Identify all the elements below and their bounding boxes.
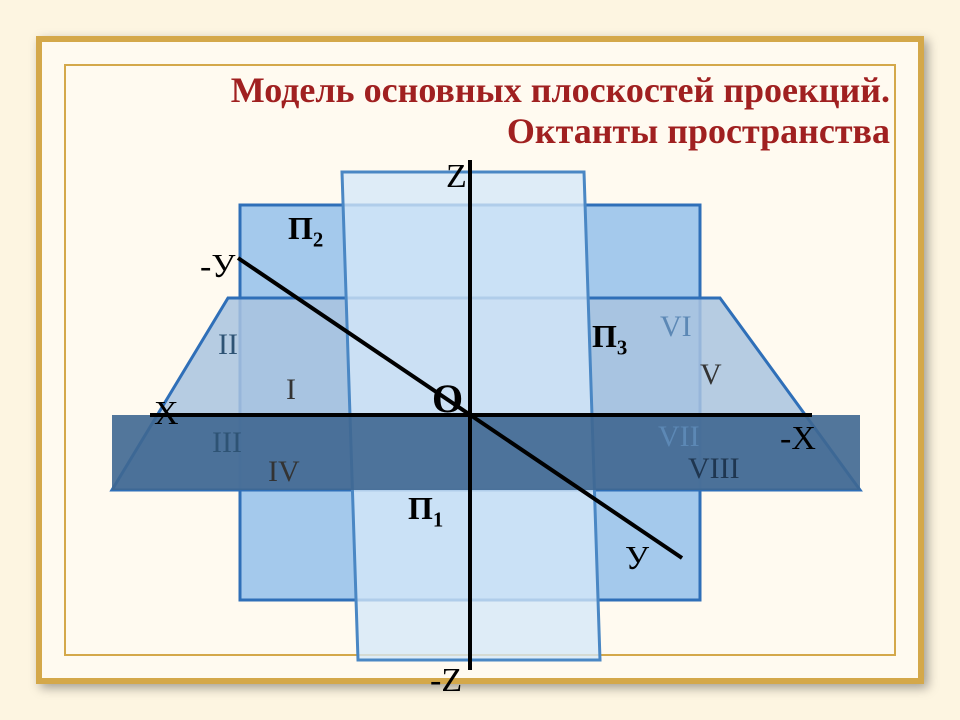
octant-II: II [218,328,238,362]
octant-VIII: VIII [688,452,740,486]
diagram-svg [0,0,960,720]
axis-label-Z: Z [446,158,467,196]
octant-V: V [700,358,722,392]
octant-IV: IV [268,455,300,489]
octant-III: III [212,426,242,460]
plane-label-p1: П1 [408,490,443,532]
axis-label-O: О [432,375,463,422]
plane-label-p3: П3 [592,318,627,360]
axis-label-negY: -У [200,248,235,286]
plane-label-p2: П2 [288,210,323,252]
axis-label-X: X [154,395,179,433]
octant-VI: VI [660,310,692,344]
octant-I: I [286,373,296,407]
octant-VII: VII [658,420,700,454]
axis-label-negX: -X [780,420,816,458]
axis-label-Y: У [625,540,649,578]
axis-label-negZ: -Z [430,662,462,700]
